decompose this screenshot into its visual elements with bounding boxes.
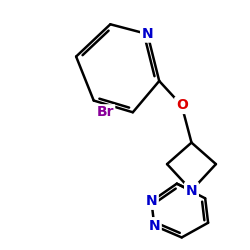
Text: O: O xyxy=(176,98,188,112)
Text: N: N xyxy=(186,184,197,198)
Text: N: N xyxy=(148,219,160,233)
Text: N: N xyxy=(142,27,153,41)
Text: Br: Br xyxy=(97,105,114,119)
Text: N: N xyxy=(146,194,157,208)
